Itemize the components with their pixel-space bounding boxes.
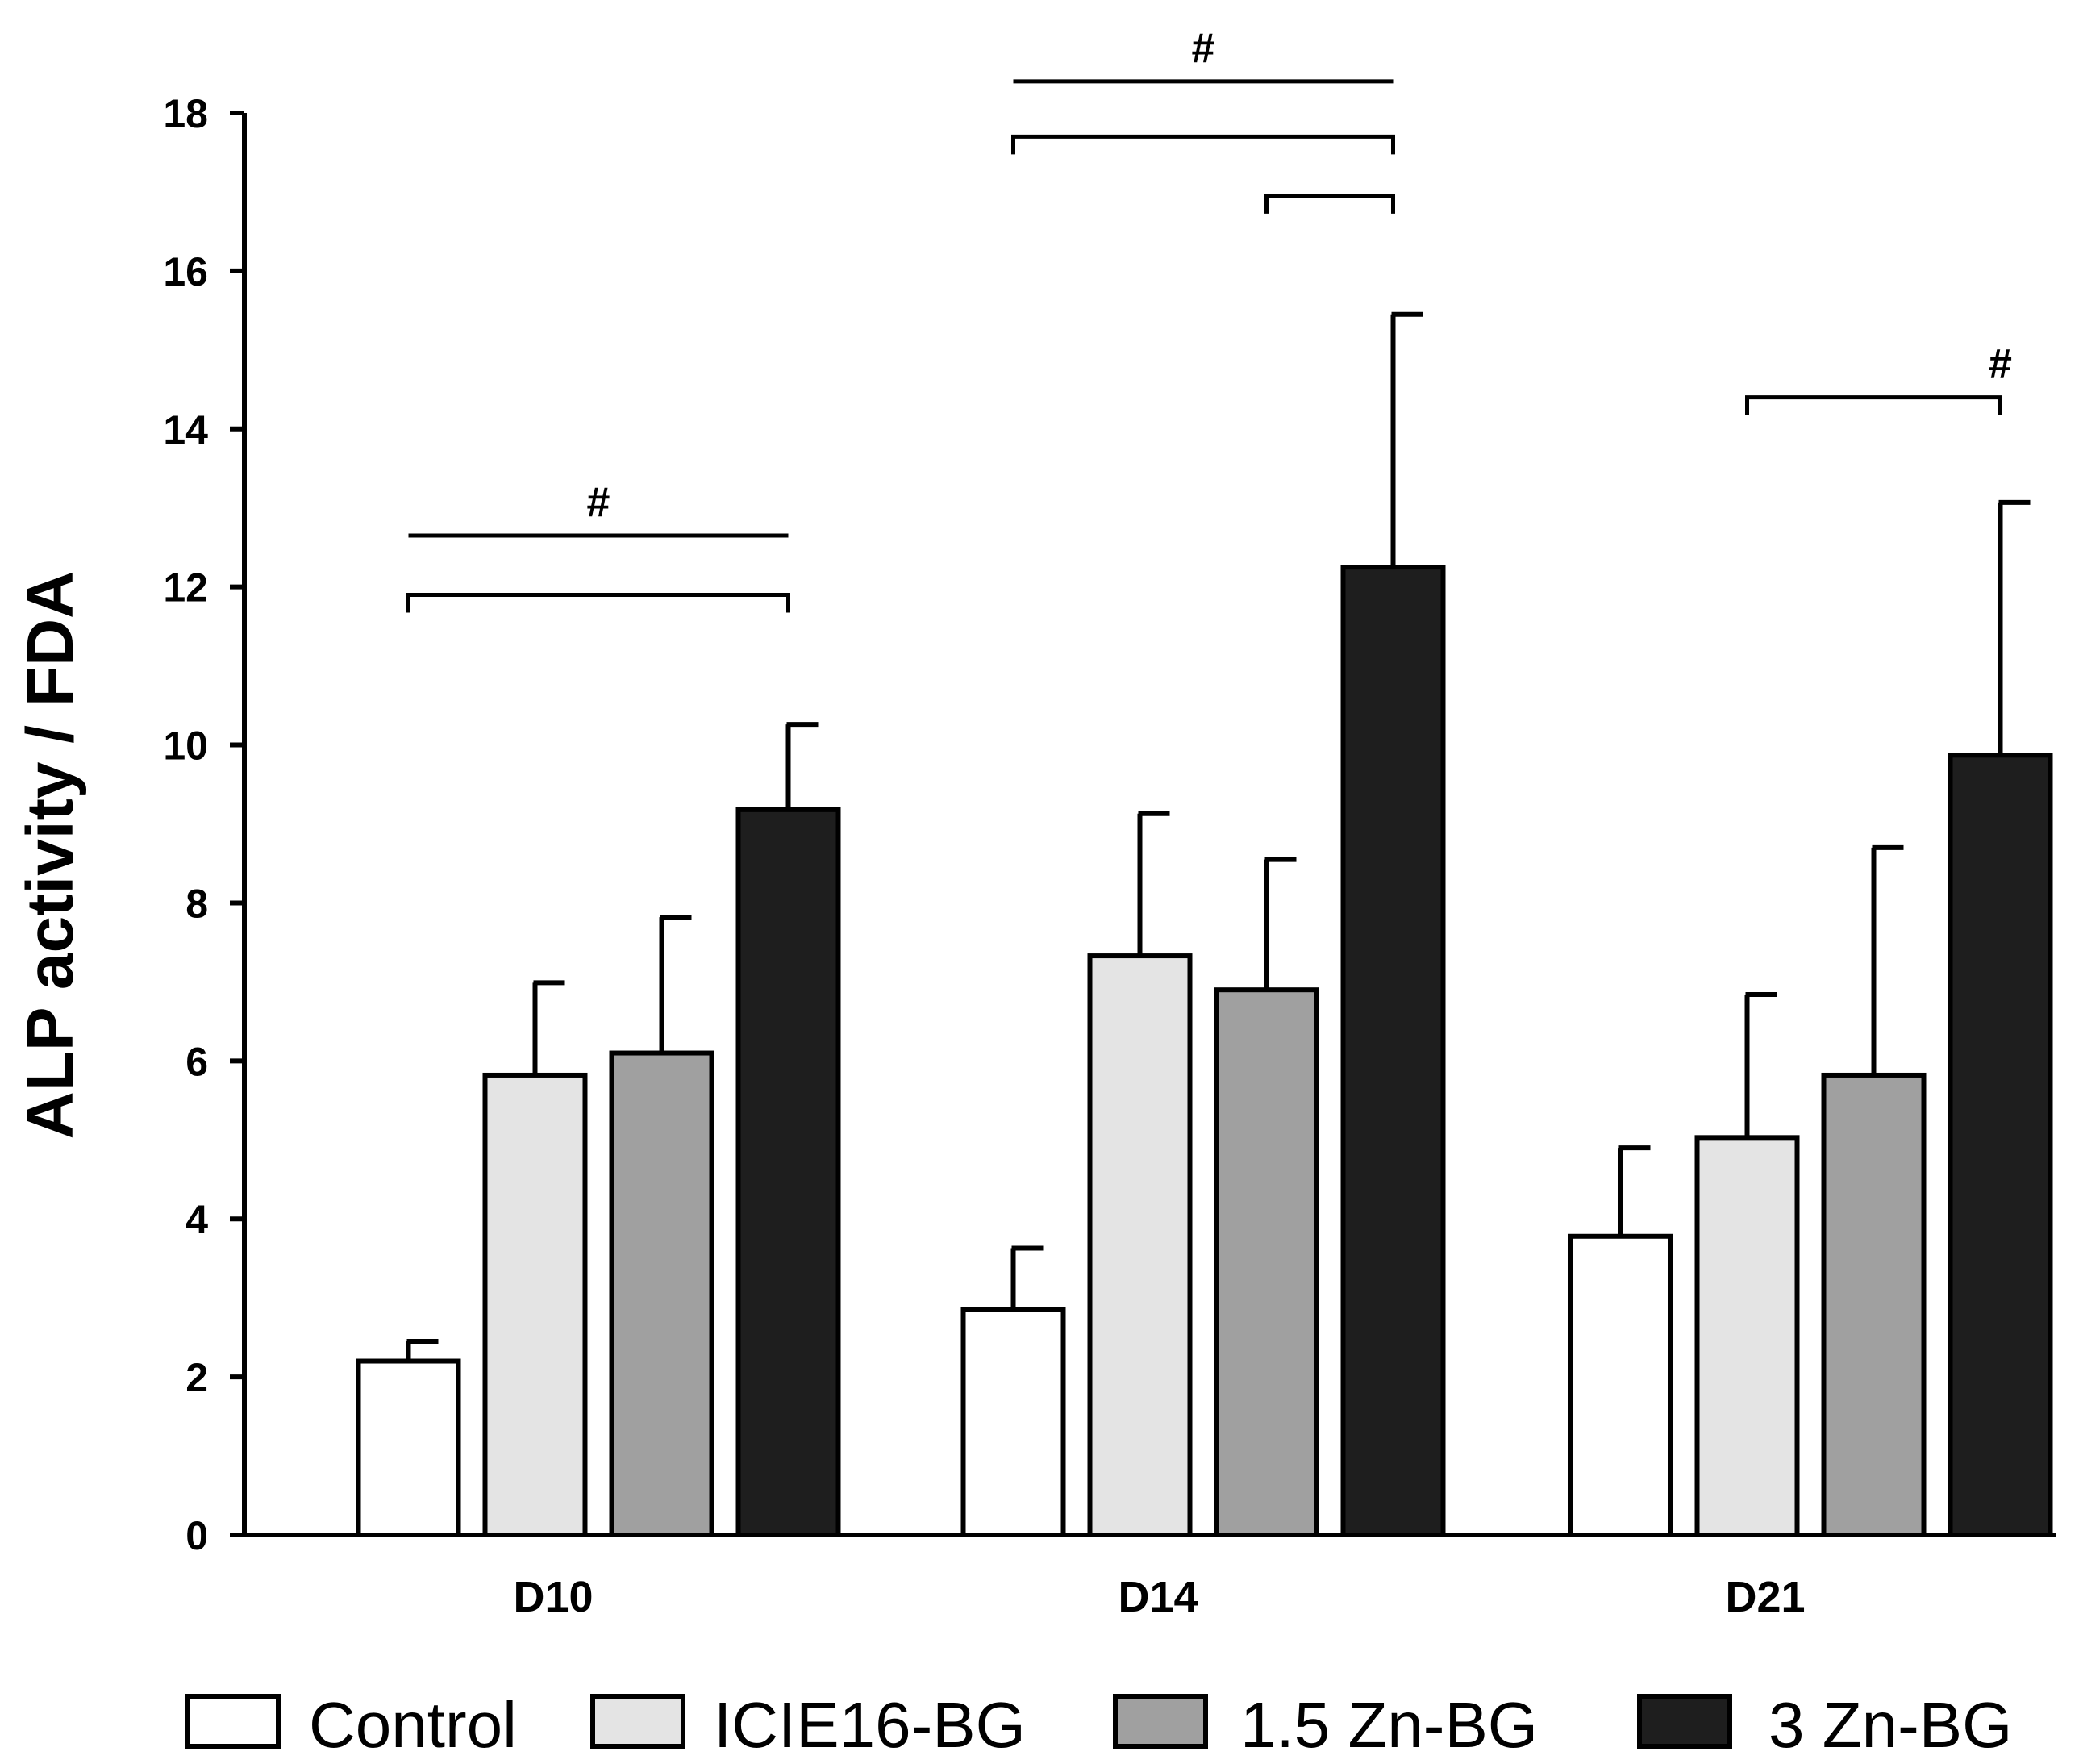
legend-label: ICIE16-BG bbox=[714, 1689, 1026, 1761]
x-category-label: D21 bbox=[1725, 1573, 1805, 1621]
bar bbox=[482, 1072, 588, 1538]
y-tick-label: 16 bbox=[163, 249, 208, 294]
y-tick-label: 10 bbox=[163, 724, 208, 769]
bar bbox=[1568, 1233, 1673, 1538]
y-tick-label: 12 bbox=[163, 565, 208, 611]
y-tick-label: 14 bbox=[163, 407, 208, 452]
y-tick-label: 8 bbox=[185, 881, 208, 926]
significance-marker: # bbox=[587, 479, 610, 526]
legend-item: 1.5 Zn-BG bbox=[1113, 1689, 1538, 1761]
bar bbox=[735, 807, 841, 1537]
legend-swatch bbox=[1637, 1694, 1732, 1749]
bar bbox=[609, 1050, 714, 1538]
significance-marker: # bbox=[1192, 25, 1215, 72]
bar bbox=[1821, 1072, 1927, 1538]
significance-bracket bbox=[1745, 395, 2002, 415]
y-axis-title: ALP activity / FDA bbox=[14, 571, 87, 1140]
significance-marker: # bbox=[1989, 341, 2012, 388]
legend-swatch bbox=[185, 1694, 281, 1749]
significance-bracket bbox=[1011, 134, 1395, 155]
y-tick-label: 2 bbox=[185, 1355, 208, 1400]
legend-item: Control bbox=[185, 1689, 517, 1761]
legend-item: ICIE16-BG bbox=[590, 1689, 1026, 1761]
y-tick-label: 4 bbox=[185, 1197, 208, 1242]
legend-item: 3 Zn-BG bbox=[1637, 1689, 2012, 1761]
bar bbox=[960, 1307, 1066, 1537]
bar bbox=[356, 1358, 461, 1537]
legend-swatch bbox=[1113, 1694, 1208, 1749]
significance-bracket bbox=[406, 592, 790, 613]
bar bbox=[1948, 753, 2053, 1537]
legend-label: Control bbox=[309, 1689, 517, 1761]
bar bbox=[1694, 1135, 1800, 1538]
x-category-label: D10 bbox=[513, 1573, 593, 1621]
plot-area: 0 2 4 6 8 10 12 14 16 18 D10 D14 D21 # # # bbox=[163, 25, 2056, 1621]
y-tick-label: 18 bbox=[163, 91, 208, 136]
legend-label: 3 Zn-BG bbox=[1768, 1689, 2012, 1761]
bar bbox=[1340, 565, 1446, 1537]
legend-label: 1.5 Zn-BG bbox=[1240, 1689, 1538, 1761]
bar bbox=[1087, 953, 1193, 1538]
x-category-label: D14 bbox=[1118, 1573, 1198, 1621]
y-tick-label: 6 bbox=[185, 1039, 208, 1084]
significance-bracket bbox=[1264, 194, 1395, 214]
legend-swatch bbox=[590, 1694, 685, 1749]
bar bbox=[1214, 987, 1319, 1537]
legend: Control ICIE16-BG 1.5 Zn-BG 3 Zn-BG bbox=[185, 1689, 2012, 1761]
y-tick-label: 0 bbox=[185, 1513, 208, 1558]
